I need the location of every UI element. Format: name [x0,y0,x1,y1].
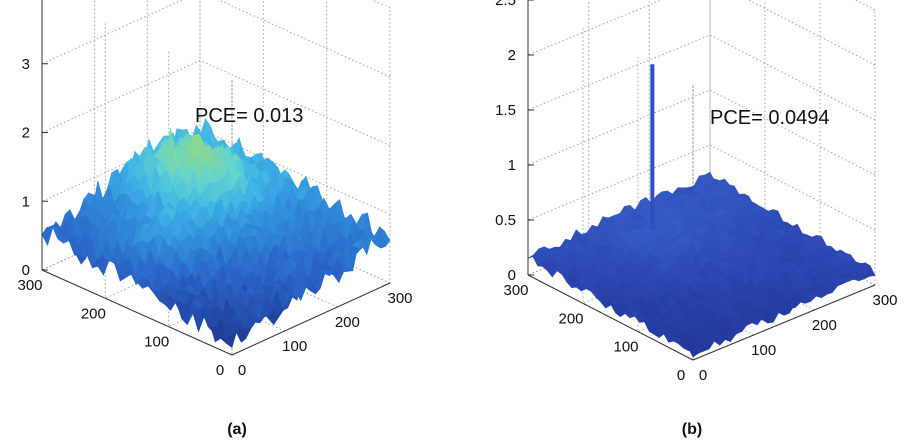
x-tick-label: 300 [387,290,412,307]
surface-patch [226,331,237,348]
surface-patch [687,347,699,358]
ticks-a: 0123401002003000100200300 [17,0,412,379]
z-tick-label: 3 [22,56,30,73]
y-tick-label: 0 [216,362,224,379]
z-tick-label: 2 [508,47,516,64]
y-tick-label: 300 [17,277,42,294]
axis-line [231,282,391,356]
z-tick-label: 1 [22,193,30,210]
z-tick-label: 0 [22,262,30,279]
x-tick-label: 300 [872,292,897,309]
axes-b [527,0,876,361]
x-gridline [588,0,754,336]
z-tick-label: 1 [508,157,516,174]
z-gridline [371,0,391,9]
z-gridline [527,34,876,121]
x-tick-label: 200 [812,317,837,334]
axis-line [41,269,233,356]
x-tick-label: 100 [282,338,307,355]
z-tick-label: 0 [508,267,516,284]
y-tick-label: 100 [613,339,638,356]
z-tick-label: 1.5 [495,102,516,119]
axes-a [41,0,391,356]
z-tick-label: 2 [22,125,30,142]
pce-annotation-b: PCE= 0.0494 [710,107,830,129]
axis-line [527,274,694,361]
x-tick-label: 200 [335,314,360,331]
y-tick-label: 300 [503,282,528,299]
x-tick-label: 0 [238,362,246,379]
y-tick-label: 200 [558,310,583,327]
z-gridline [528,0,876,11]
panel-caption-b: (b) [682,421,702,438]
z-gridline [527,0,876,66]
surface-a [41,117,391,348]
z-gridline [527,89,876,176]
pce-annotation-a: PCE= 0.013 [195,105,303,127]
x-gridline [648,0,815,311]
y-tick-label: 100 [144,334,169,351]
y-tick-label: 200 [81,305,106,322]
z-tick-label: 2.5 [495,0,516,9]
panel-caption-a: (a) [227,421,247,438]
x-tick-label: 0 [699,367,707,384]
axis-line [692,284,876,361]
y-tick-label: 0 [677,367,685,384]
x-tick-label: 100 [751,342,776,359]
z-gridline [41,60,391,146]
panel-a: 0123401002003000100200300 PCE= 0.013 (a) [17,0,413,438]
y-gridline [104,0,264,299]
z-tick-label: 0.5 [495,212,516,229]
surface-b [527,64,876,358]
x-gridline [709,0,876,286]
z-tick-label: 4 [22,0,30,4]
z-gridline [41,0,391,78]
